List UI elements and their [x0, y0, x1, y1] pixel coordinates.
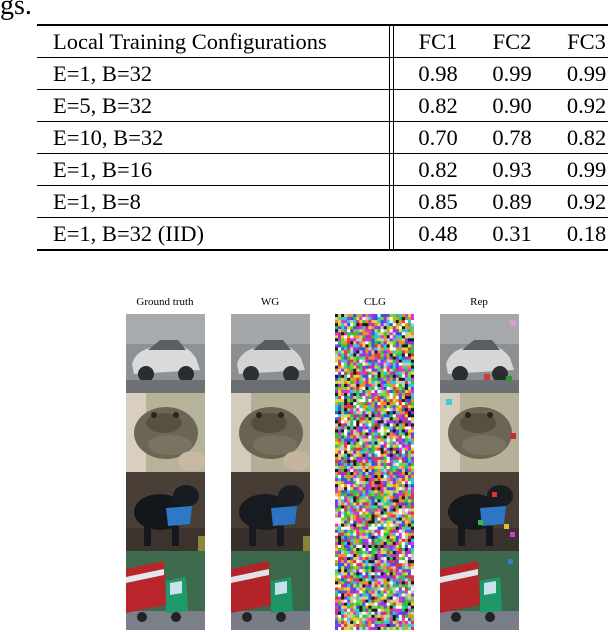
config-cell: E=1, B=16	[37, 153, 389, 186]
fc1-cell: 0.82	[401, 153, 475, 186]
header-fc2: FC2	[475, 26, 549, 58]
ground-truth-frog-image	[126, 393, 205, 472]
wg-car-image	[231, 314, 310, 393]
fc3-cell: 0.92	[549, 185, 608, 218]
fc3-cell: 0.82	[549, 121, 608, 154]
header-fc3: FC3	[549, 26, 608, 58]
fc3-cell: 0.18	[566, 221, 607, 246]
table-row: E=1, B=16 0.82 0.93 0.99	[37, 153, 608, 186]
clg-noise-image	[335, 551, 414, 630]
table-row: E=1, B=32 0.98 0.99 0.99	[37, 57, 608, 90]
table-row: E=10, B=32 0.70 0.78 0.82	[37, 121, 608, 154]
column-heading-ground-truth: Ground truth	[136, 296, 194, 308]
fc2-cell: 0.93	[475, 153, 549, 186]
wg-dog-image	[231, 472, 310, 551]
table-top-rule	[37, 24, 608, 26]
double-rule	[389, 153, 401, 186]
clg-noise-image	[335, 314, 414, 393]
config-cell: E=5, B=32	[37, 89, 389, 122]
fc1-cell: 0.48	[418, 221, 458, 246]
ground-truth-dog-image	[126, 472, 205, 551]
rep-truck-image	[440, 551, 519, 630]
config-cell: E=10, B=32	[37, 121, 389, 154]
ground-truth-car-image	[126, 314, 205, 393]
config-cell: E=1, B=32	[37, 57, 389, 90]
double-rule	[389, 89, 401, 122]
table-row: E=1, B=32 (IID) 0.48 0.31 0.18	[37, 217, 608, 250]
rep-dog-image	[440, 472, 519, 551]
double-rule	[389, 185, 401, 218]
double-rule	[389, 57, 401, 90]
header-fc1: FC1	[401, 26, 475, 58]
wg-frog-image	[231, 393, 310, 472]
column-heading-wg: WG	[260, 296, 280, 308]
double-rule	[389, 217, 401, 250]
cut-off-paragraph-text: gs.	[0, 0, 32, 21]
double-rule	[389, 26, 401, 58]
results-table-container: Local Training Configurations FC1 FC2 FC…	[37, 24, 608, 251]
fc2-cell: 0.89	[475, 185, 549, 218]
wg-truck-image	[231, 551, 310, 630]
config-cell: E=1, B=8	[37, 185, 389, 218]
config-cell: E=1, B=32 (IID)	[53, 221, 204, 246]
rep-frog-image	[440, 393, 519, 472]
clg-noise-image	[335, 472, 414, 551]
table-row: E=5, B=32 0.82 0.90 0.92	[37, 89, 608, 122]
table-row: E=1, B=8 0.85 0.89 0.92	[37, 185, 608, 218]
fc1-cell: 0.82	[401, 89, 475, 122]
fc3-cell: 0.92	[549, 89, 608, 122]
fc3-cell: 0.99	[549, 57, 608, 90]
table-bottom-rule	[37, 249, 608, 251]
fc2-cell: 0.31	[492, 221, 532, 246]
results-table: Local Training Configurations FC1 FC2 FC…	[37, 26, 608, 249]
ground-truth-truck-image	[126, 551, 205, 630]
header-config: Local Training Configurations	[37, 26, 389, 58]
table-header-row: Local Training Configurations FC1 FC2 FC…	[37, 26, 608, 58]
column-heading-rep: Rep	[470, 296, 488, 308]
fc1-cell: 0.85	[401, 185, 475, 218]
fc2-cell: 0.99	[475, 57, 549, 90]
clg-noise-image	[335, 393, 414, 472]
rep-car-image	[440, 314, 519, 393]
double-rule	[389, 121, 401, 154]
fc2-cell: 0.90	[475, 89, 549, 122]
fc1-cell: 0.98	[401, 57, 475, 90]
fc2-cell: 0.78	[475, 121, 549, 154]
fc1-cell: 0.70	[401, 121, 475, 154]
fc3-cell: 0.99	[549, 153, 608, 186]
column-heading-clg: CLG	[364, 296, 386, 308]
